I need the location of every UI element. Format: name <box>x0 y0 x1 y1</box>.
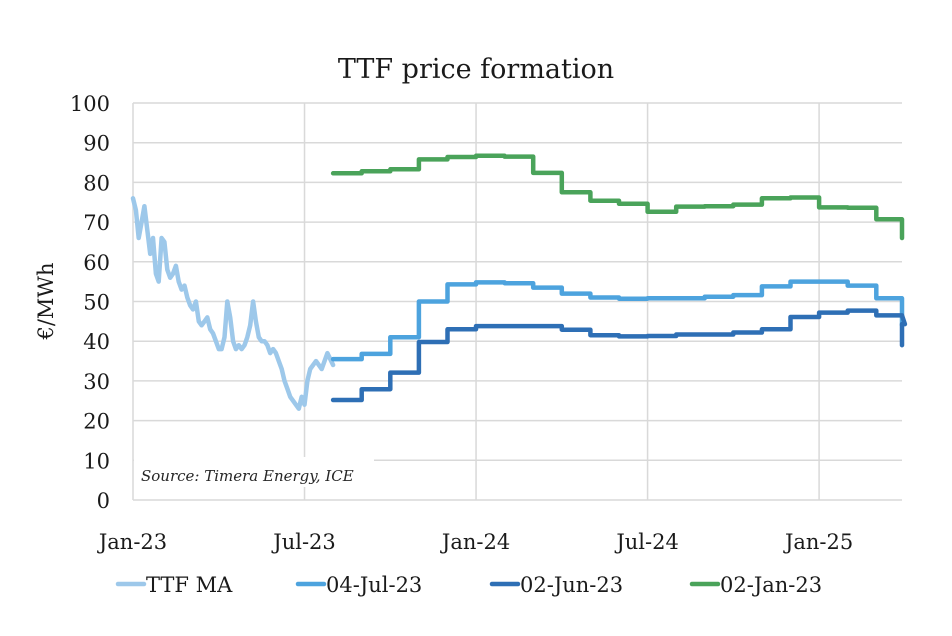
y-tick-label: 20 <box>83 410 110 434</box>
series-line-02-jan-23 <box>330 153 905 241</box>
series-line-ttf-ma <box>130 196 336 411</box>
y-tick-label: 100 <box>70 92 110 116</box>
series-lines <box>130 153 908 411</box>
y-tick-label: 60 <box>83 251 110 275</box>
y-tick-label: 10 <box>83 449 110 473</box>
legend: TTF MA 04-Jul-23 02-Jun-23 02-Jan-23 <box>115 573 822 597</box>
y-tick-label: 80 <box>83 171 110 195</box>
chart-title: TTF price formation <box>338 54 614 85</box>
legend-item: 04-Jul-23 <box>295 573 422 597</box>
y-axis-ticks: 0 10 20 30 40 50 60 70 80 90 100 <box>70 92 110 513</box>
y-tick-label: 40 <box>83 330 110 354</box>
x-tick-label: Jan-23 <box>97 530 167 554</box>
x-tick-label: Jul-23 <box>271 530 335 554</box>
series-line-04-jul-23 <box>330 279 905 362</box>
y-tick-label: 30 <box>83 370 110 394</box>
x-axis-ticks: Jan-23 Jul-23 Jan-24 Jul-24 Jan-25 <box>97 530 853 554</box>
y-axis-label: €/MWh <box>34 262 58 340</box>
y-tick-label: 90 <box>83 132 110 156</box>
y-tick-label: 0 <box>97 489 110 513</box>
series-line-02-jun-23 <box>330 308 908 403</box>
source-annotation: Source: Timera Energy, ICE <box>141 467 354 485</box>
legend-label: 02-Jan-23 <box>720 573 822 597</box>
x-tick-label: Jul-24 <box>614 530 678 554</box>
x-tick-label: Jan-25 <box>783 530 853 554</box>
legend-label: 02-Jun-23 <box>520 573 623 597</box>
source-box <box>134 457 374 487</box>
gridlines <box>132 102 902 501</box>
y-tick-label: 70 <box>83 211 110 235</box>
legend-label: 04-Jul-23 <box>326 573 422 597</box>
legend-item: TTF MA <box>115 573 233 597</box>
legend-item: 02-Jun-23 <box>489 573 623 597</box>
legend-item: 02-Jan-23 <box>689 573 822 597</box>
legend-label: TTF MA <box>146 573 233 597</box>
y-tick-label: 50 <box>83 291 110 315</box>
x-tick-label: Jan-24 <box>440 530 510 554</box>
